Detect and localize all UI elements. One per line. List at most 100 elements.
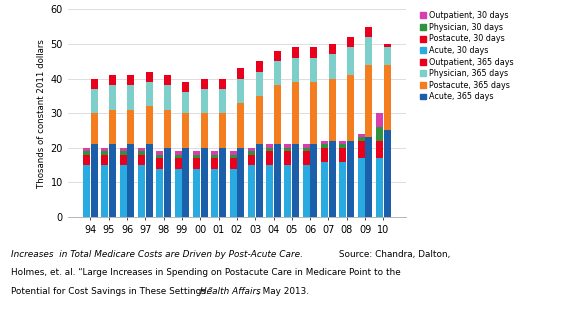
Bar <box>219 148 226 217</box>
Bar <box>365 37 372 65</box>
Y-axis label: Thosands of constant 2011 dollars: Thosands of constant 2011 dollars <box>37 39 46 188</box>
Bar <box>237 103 244 148</box>
Text: Increases  in Total Medicare Costs are Driven by Post-Acute Care.: Increases in Total Medicare Costs are Dr… <box>11 250 303 259</box>
Bar <box>329 44 336 54</box>
Bar <box>329 54 336 78</box>
Text: Potential for Cost Savings in These Settings.”: Potential for Cost Savings in These Sett… <box>11 287 216 296</box>
Bar <box>120 151 127 155</box>
Bar <box>384 131 391 217</box>
Bar <box>83 165 90 217</box>
Bar <box>303 144 310 148</box>
Bar <box>274 144 281 217</box>
Bar <box>376 141 383 158</box>
Bar <box>347 141 354 217</box>
Bar <box>164 75 171 86</box>
Bar <box>347 37 354 47</box>
Bar <box>182 82 190 92</box>
Bar <box>365 137 372 217</box>
Bar <box>91 144 98 217</box>
Bar <box>120 155 127 165</box>
Bar <box>201 78 208 89</box>
Bar <box>329 78 336 141</box>
Bar <box>164 110 171 148</box>
Bar <box>193 158 200 169</box>
Text: , May 2013.: , May 2013. <box>257 287 309 296</box>
Bar <box>219 89 226 113</box>
Bar <box>321 144 328 148</box>
Bar <box>182 113 190 148</box>
Bar <box>321 148 328 162</box>
Bar <box>340 162 346 217</box>
Bar <box>182 92 190 113</box>
Bar <box>102 151 108 155</box>
Bar <box>237 68 244 78</box>
Bar <box>175 151 182 155</box>
Bar <box>376 113 383 127</box>
Bar <box>109 75 116 86</box>
Bar <box>266 151 273 165</box>
Bar <box>193 169 200 217</box>
Bar <box>255 72 262 96</box>
Bar <box>156 151 163 155</box>
Bar <box>175 158 182 169</box>
Bar <box>109 144 116 217</box>
Bar <box>248 148 255 151</box>
Bar <box>175 169 182 217</box>
Bar <box>219 113 226 148</box>
Bar <box>230 151 236 155</box>
Bar <box>138 155 145 165</box>
Bar <box>358 158 365 217</box>
Bar <box>321 141 328 144</box>
Bar <box>358 137 365 141</box>
Bar <box>303 165 310 217</box>
Bar <box>127 75 134 86</box>
Bar <box>311 144 318 217</box>
Bar <box>138 148 145 151</box>
Bar <box>193 151 200 155</box>
Bar <box>230 169 236 217</box>
Bar <box>311 82 318 144</box>
Bar <box>384 47 391 65</box>
Bar <box>284 165 292 217</box>
Bar <box>274 51 281 61</box>
Bar <box>164 148 171 217</box>
Bar <box>127 110 134 144</box>
Bar <box>292 47 299 58</box>
Bar <box>201 89 208 113</box>
Bar <box>311 47 318 58</box>
Bar <box>138 151 145 155</box>
Bar <box>284 144 292 148</box>
Bar <box>138 165 145 217</box>
Bar <box>292 144 299 217</box>
Bar <box>212 151 218 155</box>
Bar <box>83 148 90 151</box>
Bar <box>311 58 318 82</box>
Bar <box>83 151 90 155</box>
Bar <box>182 148 190 217</box>
Bar <box>358 134 365 137</box>
Bar <box>212 158 218 169</box>
Bar <box>201 148 208 217</box>
Bar <box>146 72 153 82</box>
Bar <box>230 158 236 169</box>
Bar <box>329 141 336 217</box>
Bar <box>102 165 108 217</box>
Bar <box>175 155 182 158</box>
Bar <box>266 165 273 217</box>
Bar <box>255 96 262 144</box>
Bar <box>120 148 127 151</box>
Bar <box>212 169 218 217</box>
Bar <box>292 82 299 144</box>
Bar <box>248 155 255 165</box>
Bar <box>127 86 134 110</box>
Bar <box>248 151 255 155</box>
Bar <box>120 165 127 217</box>
Bar <box>146 106 153 144</box>
Bar <box>321 162 328 217</box>
Bar <box>109 86 116 110</box>
Bar <box>109 110 116 144</box>
Bar <box>274 86 281 144</box>
Bar <box>274 61 281 86</box>
Text: Holmes, et. al. “Large Increases in Spending on Postacute Care in Medicare Point: Holmes, et. al. “Large Increases in Spen… <box>11 268 401 277</box>
Bar <box>102 155 108 165</box>
